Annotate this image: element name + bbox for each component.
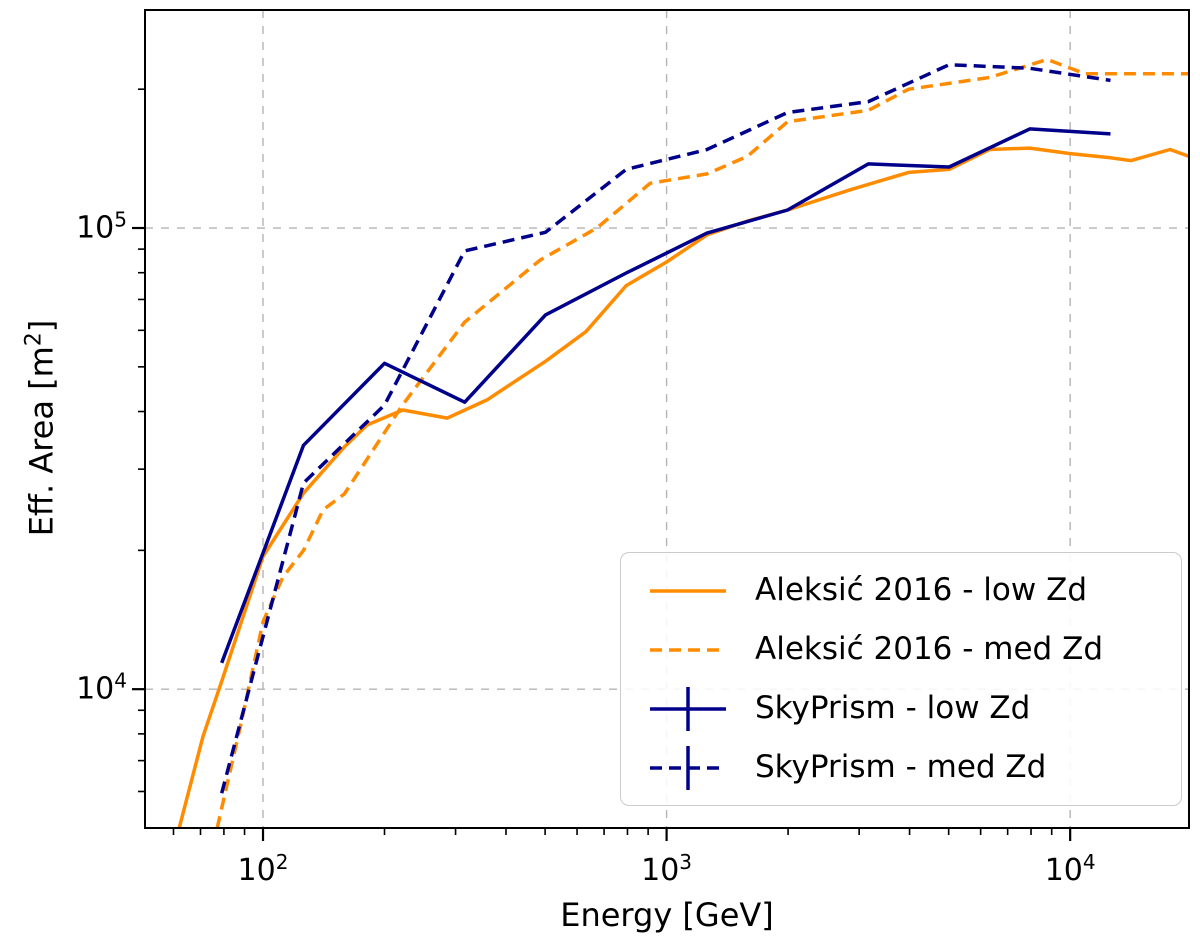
- x-tick-label: 104: [1044, 850, 1096, 888]
- legend-item-aleksic-low: Aleksić 2016 - low Zd: [647, 562, 1171, 620]
- legend-label: SkyPrism - low Zd: [755, 690, 1031, 726]
- x-axis-title: Energy [GeV]: [560, 896, 774, 934]
- y-axis-title-prefix: Eff. Area [m: [22, 346, 61, 537]
- x-tick-label: 102: [237, 850, 289, 888]
- legend-marker-errorbar-solid-icon: [650, 686, 726, 731]
- series-line: [220, 127, 1111, 664]
- legend: Aleksić 2016 - low Zd Aleksić 2016 - med…: [620, 552, 1182, 806]
- y-tick-label: 105: [76, 207, 127, 246]
- legend-label: Aleksić 2016 - low Zd: [755, 572, 1087, 608]
- series-line: [220, 62, 1111, 794]
- legend-label: Aleksić 2016 - med Zd: [755, 631, 1104, 667]
- x-tick-label: 103: [641, 850, 693, 888]
- y-axis-title-exponent: 2: [21, 332, 47, 347]
- y-axis-title-suffix: ]: [22, 319, 61, 333]
- legend-item-skyprism-med: SkyPrism - med Zd: [647, 739, 1171, 797]
- legend-marker-solid-line-icon: [650, 588, 726, 593]
- y-axis-title: Eff. Area [m2]: [22, 320, 61, 537]
- legend-item-aleksic-med: Aleksić 2016 - med Zd: [647, 621, 1171, 679]
- series-line: [215, 57, 1189, 829]
- legend-marker-dashed-line-icon: [650, 647, 726, 652]
- y-tick-label: 104: [76, 668, 127, 707]
- plot-border: [144, 9, 1190, 829]
- legend-label: SkyPrism - med Zd: [755, 749, 1047, 785]
- legend-item-skyprism-low: SkyPrism - low Zd: [647, 680, 1171, 738]
- legend-marker-errorbar-dashed-icon: [650, 745, 726, 790]
- series-line: [177, 146, 1190, 829]
